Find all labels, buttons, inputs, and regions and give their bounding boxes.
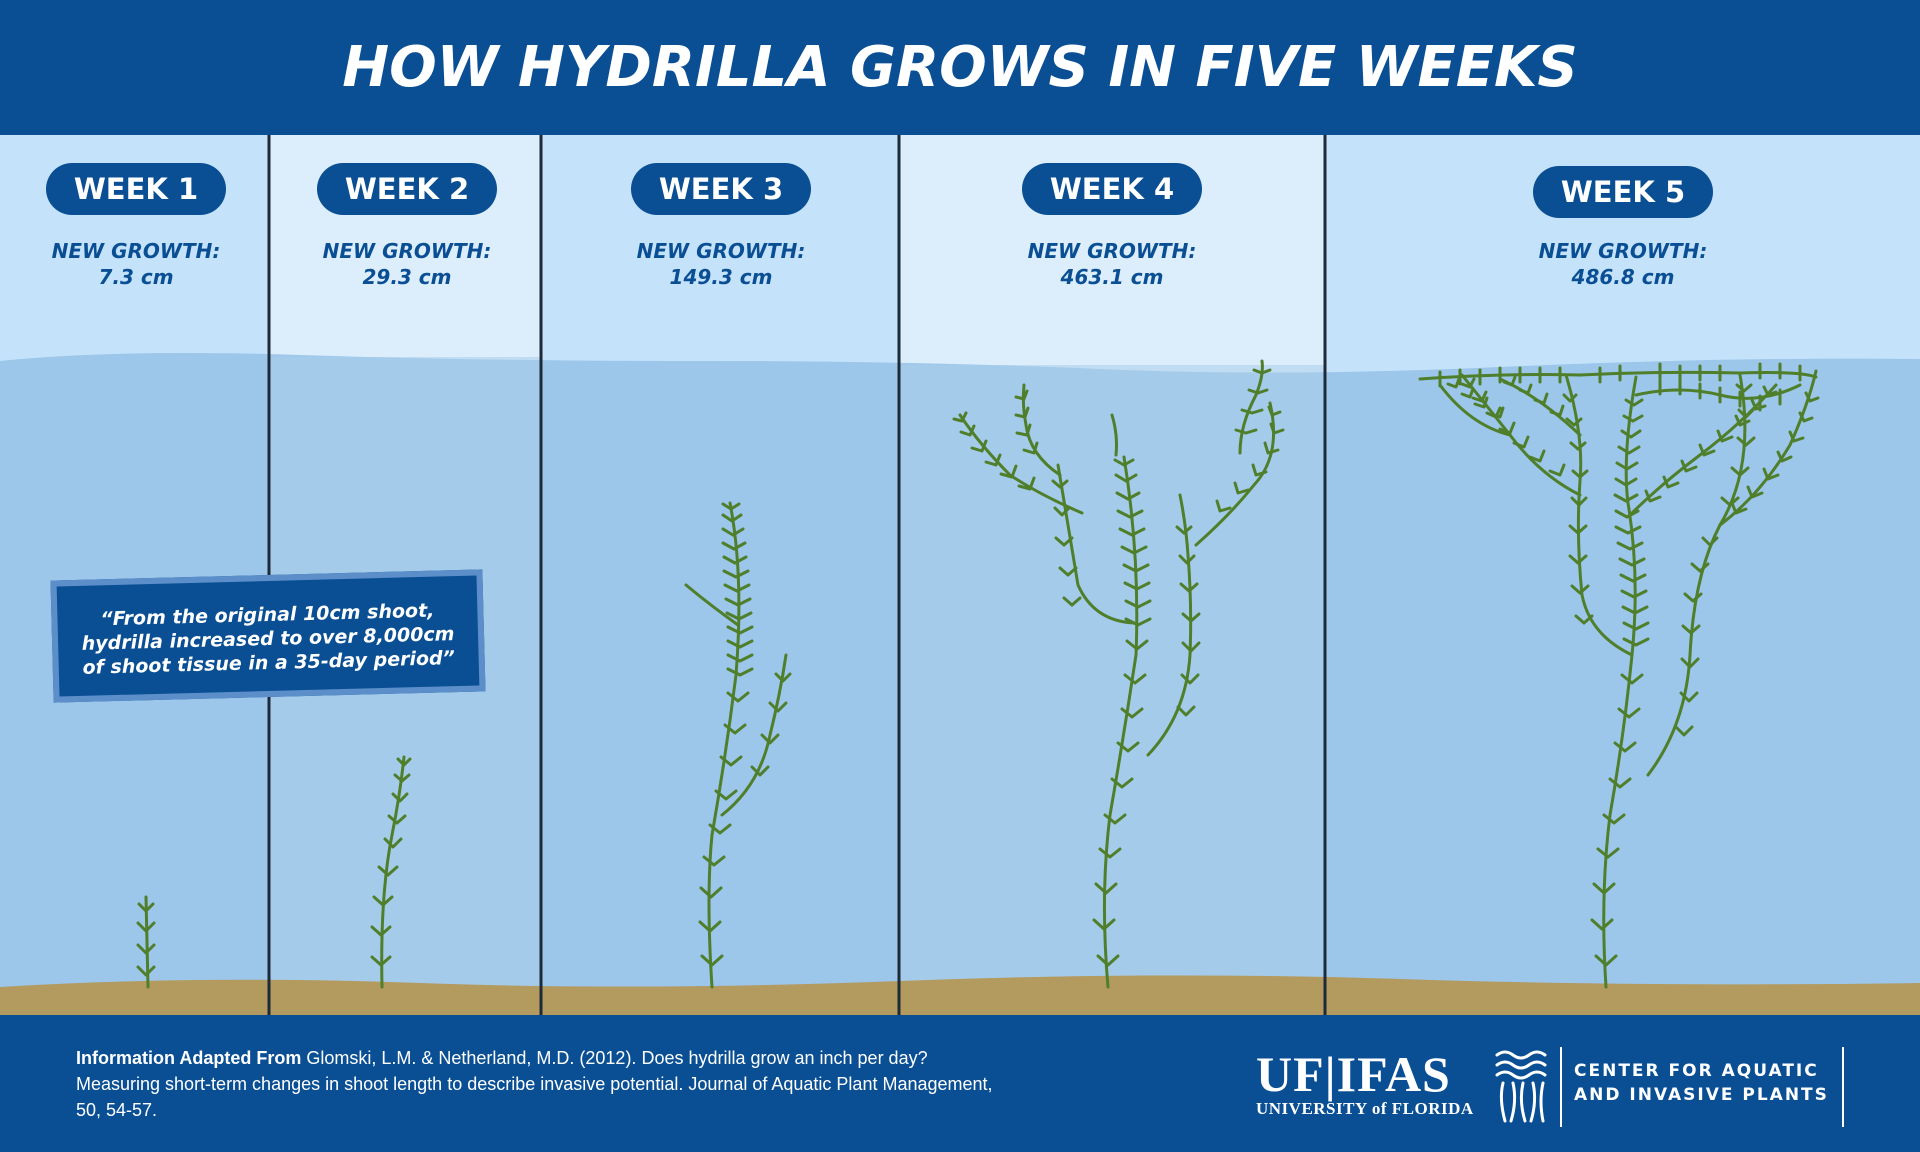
week-5-label: WEEK 5 [1533,166,1713,218]
logo-end-bar [1842,1047,1844,1127]
week-1-label: WEEK 1 [46,163,226,215]
week-3-growth-heading: NEW GROWTH: [636,239,806,263]
center-line-2: AND INVASIVE PLANTS [1574,1085,1829,1105]
sediment [0,975,1920,1015]
week-4-label: WEEK 4 [1022,163,1202,215]
citation: Information Adapted From Glomski, L.M. &… [76,1045,1016,1123]
university-of-florida-text: UNIVERSITY of FLORIDA [1256,1099,1474,1118]
growth-panels: WEEK 1 NEW GROWTH: 7.3 cm WEEK 2 NEW GRO… [0,135,1920,1015]
week-2-growth-heading: NEW GROWTH: [322,239,492,263]
week-4-growth-value: 463.1 cm [1060,265,1164,289]
week-1-growth-heading: NEW GROWTH: [51,239,221,263]
center-for-aquatic-plants-text: CENTER FOR AQUATIC AND INVASIVE PLANTS [1574,1059,1829,1107]
week-2-growth-value: 29.3 cm [362,265,452,289]
center-line-1: CENTER FOR AQUATIC [1574,1061,1819,1081]
uf-ifas-logo: UF|IFAS UNIVERSITY of FLORIDA [1256,1049,1474,1119]
hydrilla-plant-week-4 [952,359,1285,989]
citation-text: Glomski, L.M. & Netherland, M.D. (2012).… [76,1048,993,1120]
hydrilla-plant-week-3 [684,501,792,989]
footer: Information Adapted From Glomski, L.M. &… [0,1015,1920,1152]
uf-ifas-wordmark: UF|IFAS [1256,1046,1451,1102]
week-3-label: WEEK 3 [631,163,811,215]
week-5-growth-value: 486.8 cm [1571,265,1675,289]
week-4-growth-heading: NEW GROWTH: [1027,239,1197,263]
week-3-growth-value: 149.3 cm [669,265,773,289]
week-5-growth-heading: NEW GROWTH: [1538,239,1708,263]
quote-box: “From the original 10cm shoot, hydrilla … [50,569,486,703]
week-1-growth-value: 7.3 cm [98,265,174,289]
page-title: HOW HYDRILLA GROWS IN FIVE WEEKS [342,35,1578,100]
hydrilla-plant-week-2 [370,755,412,989]
hydrilla-plant-week-1 [136,895,156,989]
quote-text: “From the original 10cm shoot, hydrilla … [81,599,456,679]
water-waves-icon [1495,1050,1547,1123]
panels-illustration [0,135,1920,1015]
hydrilla-plant-week-5 [1418,362,1820,989]
week-2-label: WEEK 2 [317,163,497,215]
header-banner: HOW HYDRILLA GROWS IN FIVE WEEKS [0,0,1920,135]
citation-lead: Information Adapted From [76,1048,302,1068]
logo-divider [1560,1047,1562,1127]
